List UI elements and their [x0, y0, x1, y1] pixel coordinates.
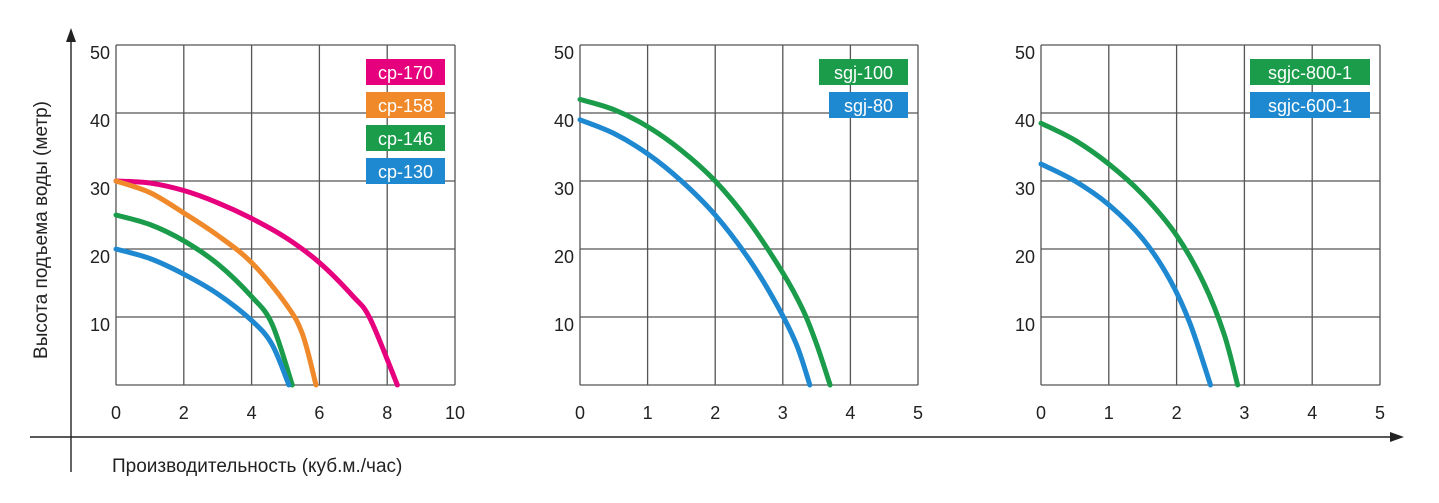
y-tick-label: 10 [90, 315, 110, 335]
x-tick-label: 0 [1036, 403, 1046, 423]
legend-box-cp-170 [366, 59, 445, 85]
legend-box-cp-130 [366, 158, 445, 184]
legend-box-sgj-80 [829, 92, 908, 118]
x-axis-title: Производительность (куб.м./час) [112, 456, 403, 477]
y-axis-title: Высота подъема воды (метр) [22, 60, 62, 400]
legend-label-cp-146: cp-146 [378, 129, 433, 149]
y-tick-label: 40 [90, 111, 110, 131]
x-tick-label: 2 [1172, 403, 1182, 423]
y-axis-title-text: Высота подъема воды (метр) [31, 101, 52, 359]
y-tick-label: 10 [554, 315, 574, 335]
x-tick-label: 4 [1307, 403, 1317, 423]
legend-box-cp-146 [366, 125, 445, 151]
x-tick-label: 3 [1239, 403, 1249, 423]
y-tick-label: 40 [554, 111, 574, 131]
y-tick-label: 20 [90, 247, 110, 267]
x-tick-label: 2 [710, 403, 720, 423]
y-tick-label: 50 [90, 43, 110, 63]
x-tick-label: 4 [845, 403, 855, 423]
x-axis-arrow [1390, 432, 1404, 442]
x-tick-label: 5 [913, 403, 923, 423]
x-tick-label: 1 [643, 403, 653, 423]
y-tick-label: 20 [554, 247, 574, 267]
series-line-cp-170 [113, 178, 400, 388]
y-axis-arrow [66, 28, 76, 42]
y-tick-label: 50 [554, 43, 574, 63]
x-tick-label: 5 [1375, 403, 1385, 423]
y-tick-label: 30 [90, 179, 110, 199]
x-tick-label: 3 [778, 403, 788, 423]
legend-box-sgj-100 [819, 59, 908, 85]
y-tick-label: 40 [1015, 111, 1035, 131]
x-tick-label: 6 [314, 403, 324, 423]
chart-1: 0 2 4 6 8 10 10 20 30 40 50 cp-170 cp-158 cp-146 cp-13… [90, 43, 465, 423]
y-tick-label: 30 [554, 179, 574, 199]
x-tick-label: 1 [1104, 403, 1114, 423]
series-line-sgj-100 [577, 96, 833, 388]
series-line-cp-130 [113, 246, 292, 388]
y-tick-label: 10 [1015, 315, 1035, 335]
x-tick-label: 4 [247, 403, 257, 423]
legend-label-cp-170: cp-170 [378, 63, 433, 83]
legend-box-sgjc-600-1 [1250, 92, 1370, 118]
y-tick-label: 30 [1015, 179, 1035, 199]
legend-box-cp-158 [366, 92, 445, 118]
legend-label-sgj-80: sgj-80 [844, 96, 893, 116]
y-tick-label: 50 [1015, 43, 1035, 63]
x-tick-label: 10 [445, 403, 465, 423]
legend-label-cp-158: cp-158 [378, 96, 433, 116]
chart-2: 0 1 2 3 4 5 10 20 30 40 50 sgj-100 sgj-80 [554, 43, 923, 423]
series-line-sgjc-600-1 [1038, 161, 1213, 388]
chart-3: 0 1 2 3 4 5 10 20 30 40 50 sgjc-800-1 sgjc-600-1 [1015, 43, 1385, 423]
y-tick-label: 20 [1015, 247, 1035, 267]
x-tick-label: 8 [382, 403, 392, 423]
x-tick-label: 2 [179, 403, 189, 423]
series-line-cp-158 [113, 178, 319, 388]
legend-label-sgjc-800-1: sgjc-800-1 [1268, 63, 1352, 83]
legend-label-cp-130: cp-130 [378, 162, 433, 182]
legend-label-sgj-100: sgj-100 [834, 63, 893, 83]
legend-box-sgjc-800-1 [1250, 59, 1370, 85]
series-line-sgjc-800-1 [1038, 120, 1241, 388]
legend-label-sgjc-600-1: sgjc-600-1 [1268, 96, 1352, 116]
x-tick-label: 0 [575, 403, 585, 423]
series-line-sgj-80 [577, 117, 813, 388]
series-line-cp-146 [113, 212, 295, 388]
x-tick-label: 0 [111, 403, 121, 423]
